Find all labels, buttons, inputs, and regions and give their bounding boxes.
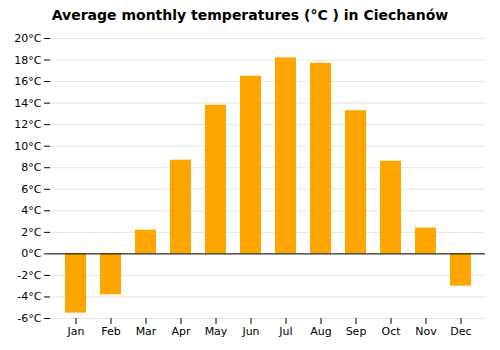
svg-text:6°C: 6°C — [21, 183, 41, 196]
svg-text:-2°C: -2°C — [17, 269, 41, 282]
svg-text:Nov: Nov — [415, 325, 437, 338]
svg-text:16°C: 16°C — [14, 75, 41, 88]
svg-text:Feb: Feb — [101, 325, 120, 338]
svg-text:20°C: 20°C — [14, 32, 41, 45]
svg-text:May: May — [205, 325, 228, 338]
svg-text:14°C: 14°C — [14, 97, 41, 110]
svg-text:18°C: 18°C — [14, 54, 41, 67]
svg-text:0°C: 0°C — [21, 247, 41, 260]
svg-text:2°C: 2°C — [21, 226, 41, 239]
svg-text:Jul: Jul — [278, 325, 292, 338]
svg-text:-4°C: -4°C — [17, 290, 41, 303]
svg-text:Apr: Apr — [171, 325, 191, 338]
svg-text:Dec: Dec — [450, 325, 471, 338]
svg-text:12°C: 12°C — [14, 118, 41, 131]
svg-text:4°C: 4°C — [21, 204, 41, 217]
svg-text:Aug: Aug — [310, 325, 331, 338]
svg-text:Sep: Sep — [346, 325, 367, 338]
html-text:Average monthly temperatures (: Average monthly temperatures (°C ) in Ci… — [51, 7, 449, 23]
svg-text:Mar: Mar — [136, 325, 157, 338]
svg-text:10°C: 10°C — [14, 140, 41, 153]
svg-text:-6°C: -6°C — [17, 312, 41, 325]
svg-text:8°C: 8°C — [21, 161, 41, 174]
svg-text:Oct: Oct — [381, 325, 401, 338]
svg-text:Jan: Jan — [67, 325, 85, 338]
svg-text:Jun: Jun — [241, 325, 259, 338]
